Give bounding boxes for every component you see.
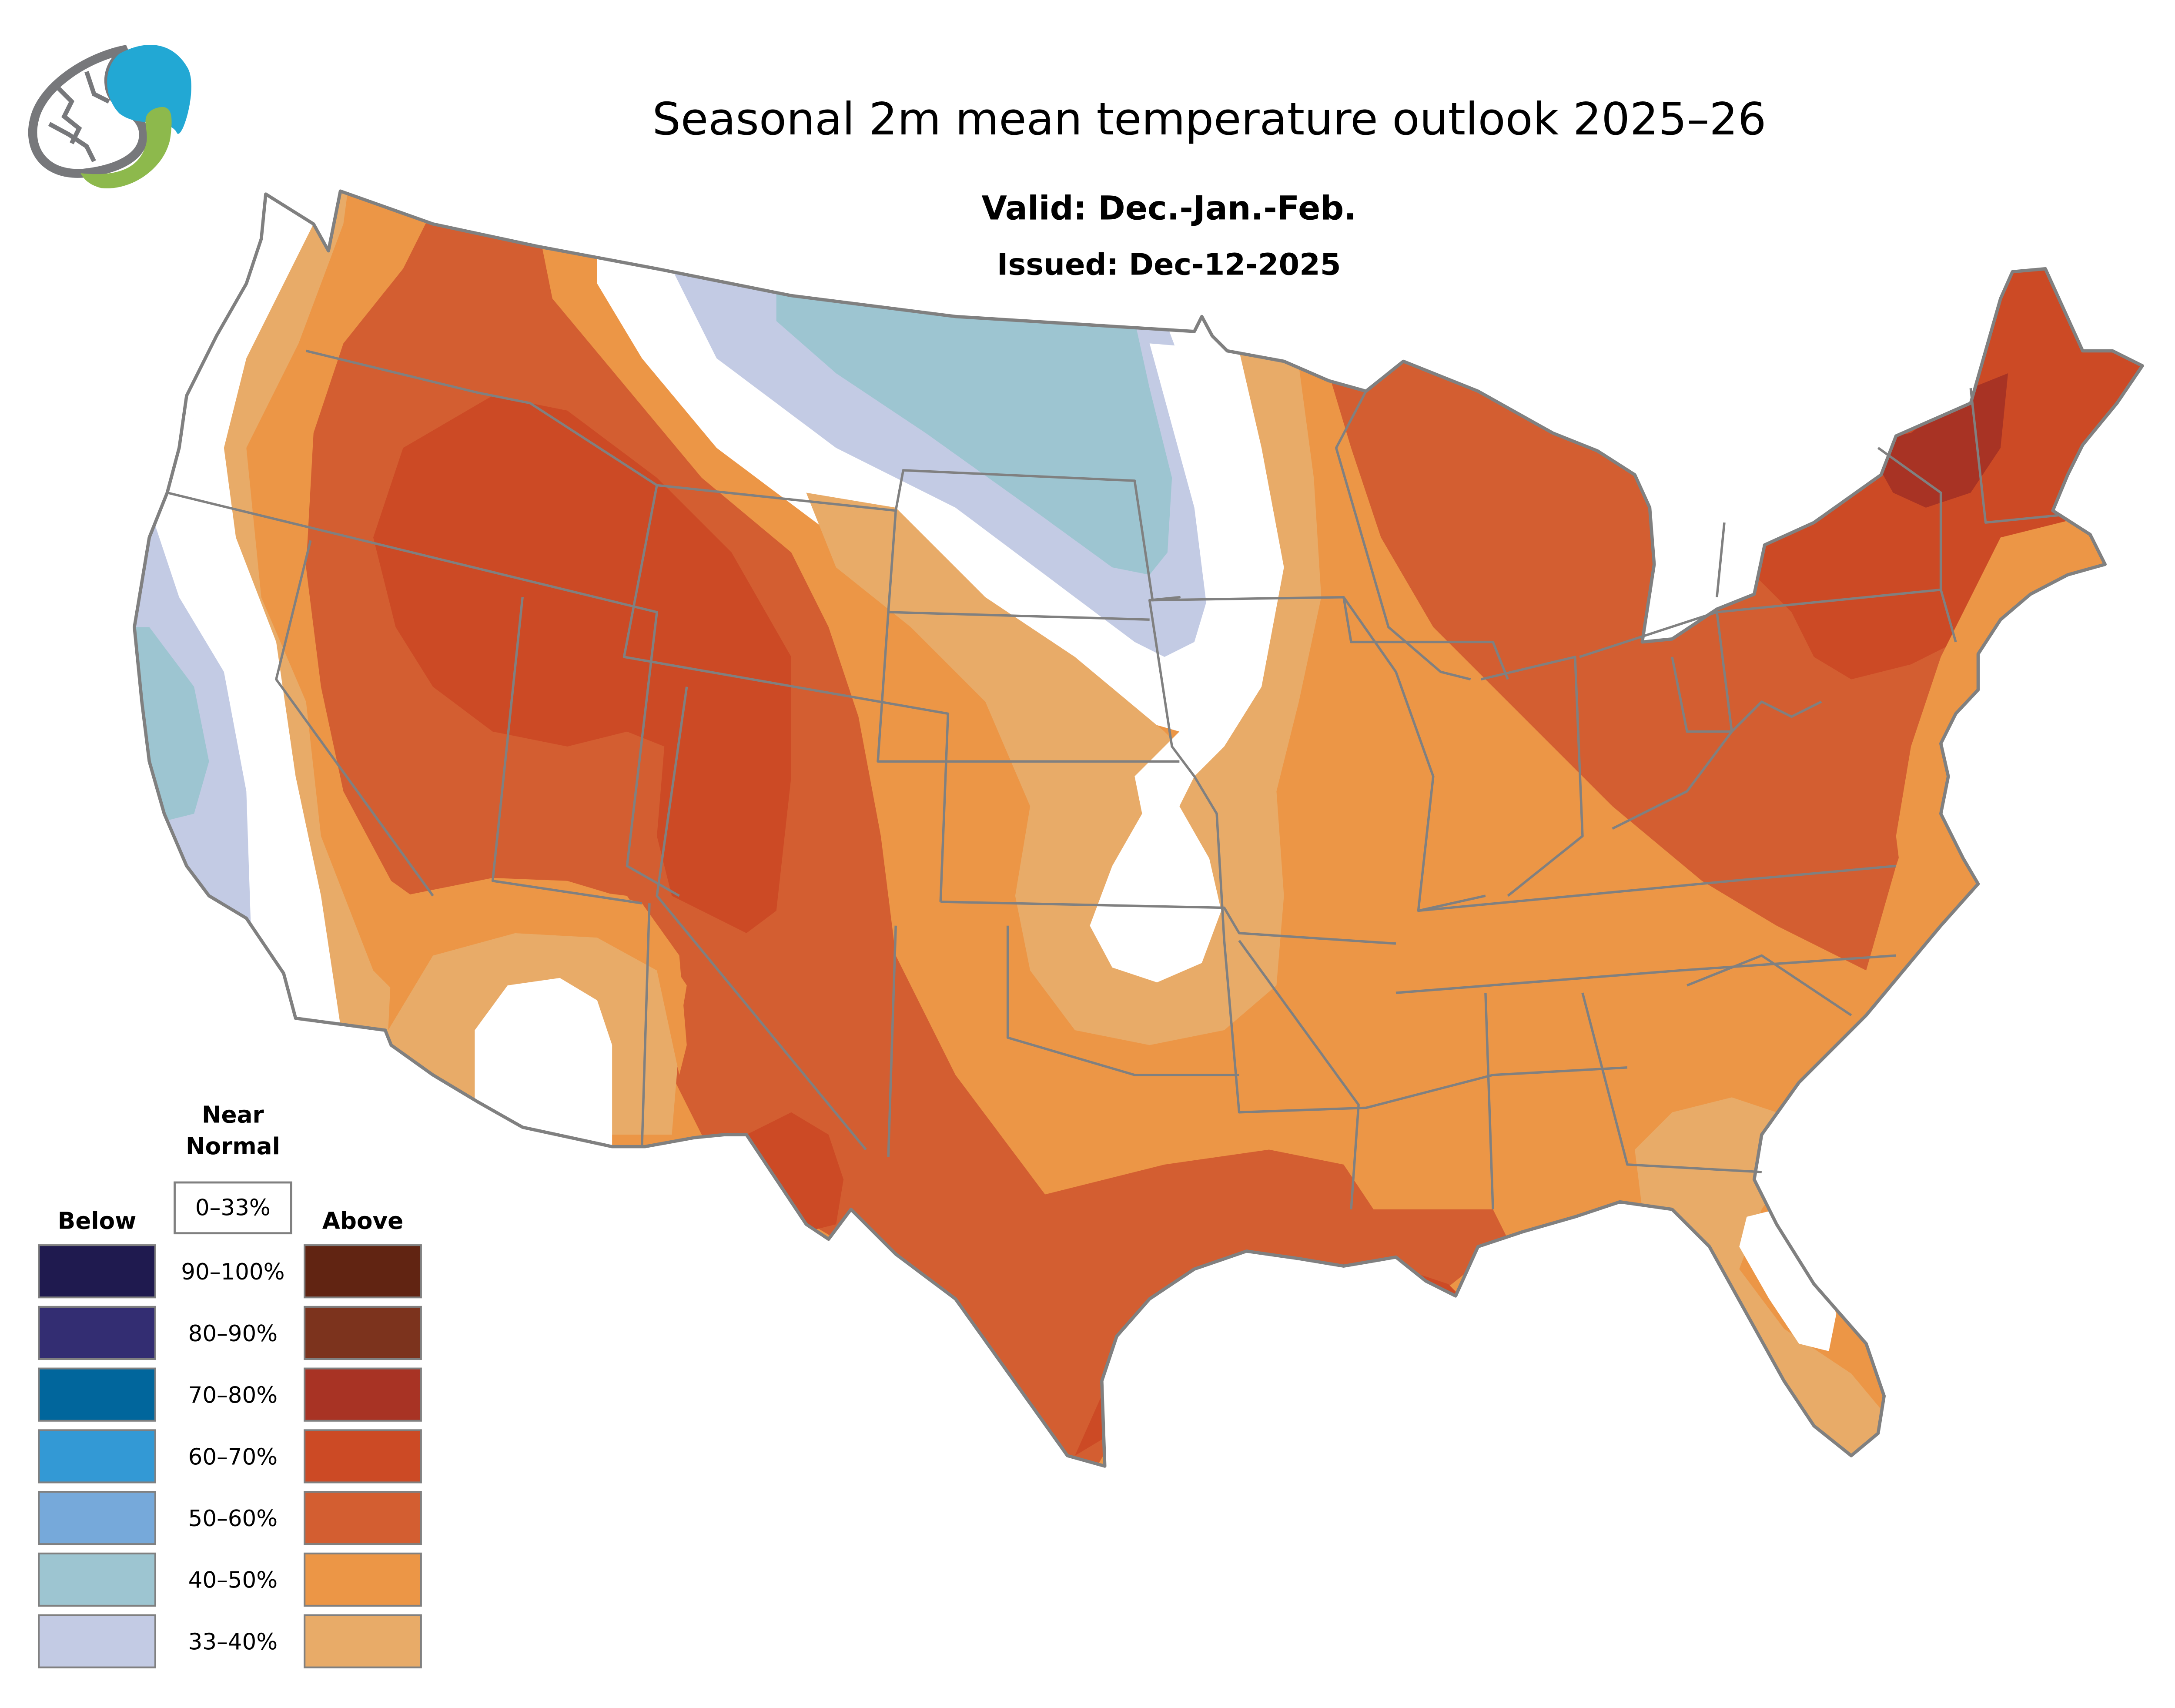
legend-range-label: 33–40% [188, 1629, 278, 1655]
legend-swatch-below [38, 1367, 156, 1422]
map-band-near-normal-plains-center [1090, 343, 1284, 983]
legend: Near Normal 0–33% Below Above 90–100% 80–… [38, 1102, 422, 1668]
organization-logo-icon [28, 44, 191, 189]
legend-swatch-above [304, 1429, 422, 1484]
legend-swatch-above [304, 1244, 422, 1299]
map-band-below-40-50-ca [134, 627, 209, 821]
map-band-above-40-50-az [388, 877, 687, 1075]
legend-range-label: 50–60% [188, 1506, 278, 1532]
legend-above-heading: Above [322, 1207, 404, 1234]
legend-range-label: 70–80% [188, 1383, 278, 1409]
legend-swatch-below [38, 1491, 156, 1545]
legend-range-label: 60–70% [188, 1444, 278, 1470]
legend-range-label: 40–50% [188, 1567, 278, 1594]
legend-near-normal-heading-line2: Normal [186, 1133, 280, 1160]
map-band-above-33-40-se [1635, 1097, 1889, 1464]
legend-below-heading: Below [58, 1207, 137, 1234]
valid-period: Valid: Dec.-Jan.-Feb. [982, 189, 1356, 227]
legend-near-normal-box [174, 1181, 292, 1235]
legend-swatch-above [304, 1552, 422, 1607]
figure-title: Seasonal 2m mean temperature outlook 202… [652, 93, 1767, 145]
legend-near-normal-range: 0–33% [195, 1195, 271, 1221]
legend-near-normal-heading-line1: Near [202, 1102, 264, 1129]
map-band-near-normal-west [134, 191, 344, 1135]
legend-swatch-below [38, 1244, 156, 1299]
map-band-near-normal-fl [1739, 1209, 1837, 1351]
logo-blue-water [107, 44, 191, 134]
logo-circuit-lines [48, 71, 110, 162]
legend-swatch-above [304, 1306, 422, 1360]
legend-range-label: 90–100% [181, 1259, 284, 1285]
legend-swatch-above [304, 1614, 422, 1668]
map-band-near-normal-nw-coast [134, 191, 269, 493]
logo-green-leaf [80, 107, 172, 189]
map-band-above-70-80-ne [1874, 373, 2008, 508]
map-band-near-normal-az [475, 978, 612, 1150]
map-band-above-60-70-west [373, 395, 791, 933]
legend-swatch-below [38, 1429, 156, 1484]
legend-swatch-below [38, 1306, 156, 1360]
legend-swatch-above [304, 1491, 422, 1545]
legend-range-label: 80–90% [188, 1321, 278, 1347]
state-boundaries [167, 349, 2061, 1209]
legend-swatch-above [304, 1367, 422, 1422]
issued-date: Issued: Dec-12-2025 [997, 247, 1341, 282]
legend-swatch-below [38, 1552, 156, 1607]
legend-swatch-below [38, 1614, 156, 1668]
